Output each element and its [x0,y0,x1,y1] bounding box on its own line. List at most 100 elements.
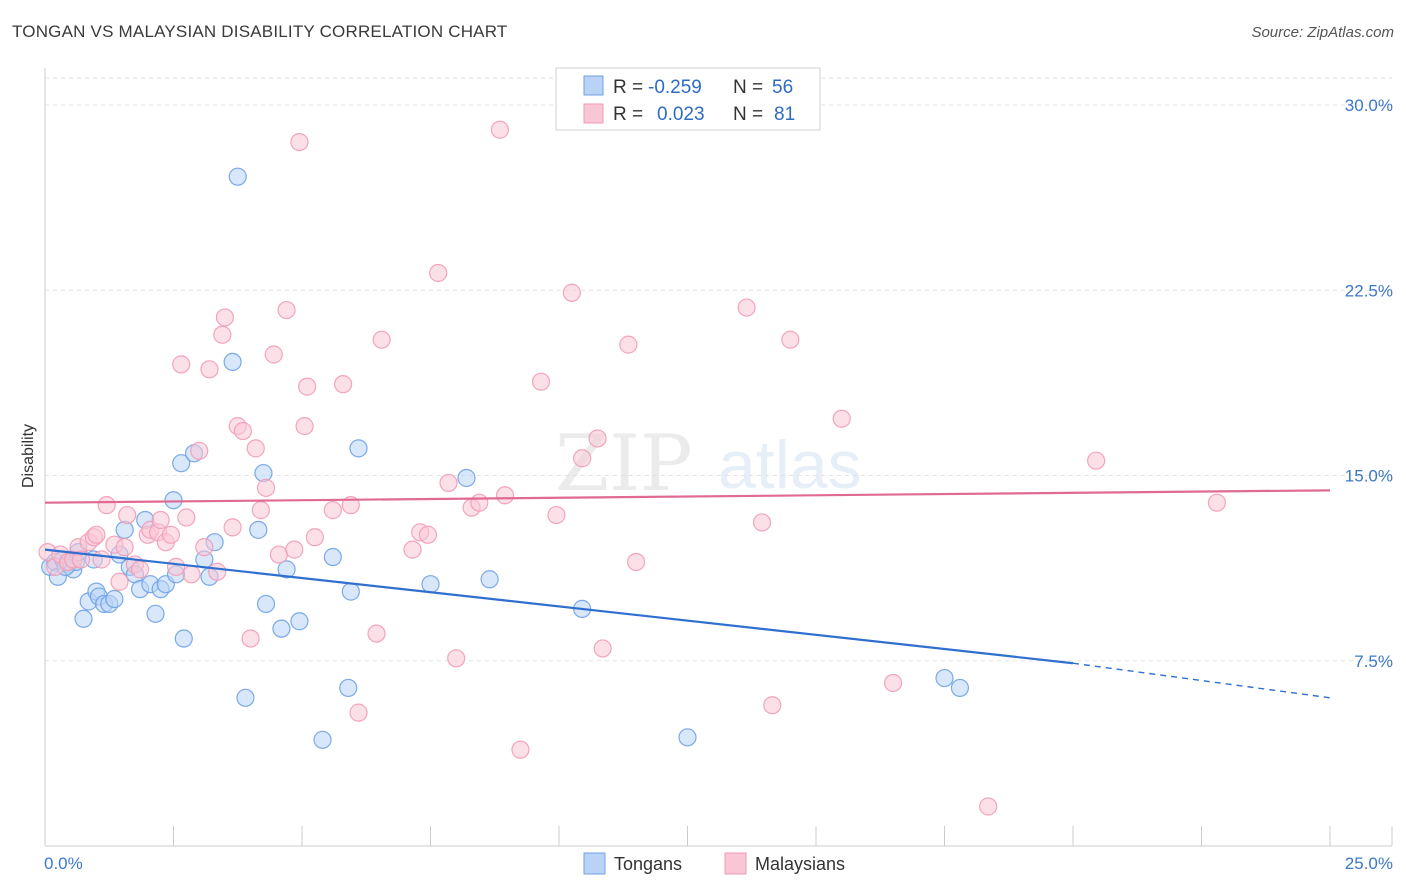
malaysian-point [71,550,91,569]
y-tick-label: 15.0% [1345,467,1393,486]
tongan-point [249,520,268,539]
malaysian-point [470,493,489,512]
tongan-point [349,439,368,458]
chart-title: TONGAN VS MALAYSIAN DISABILITY CORRELATI… [12,22,508,41]
malaysian-point [87,525,106,544]
malaysian-point [323,501,342,520]
malaysian-point [130,560,150,579]
malaysian-point [367,624,386,643]
x-tick-label-max: 25.0% [1345,854,1393,873]
malaysian-point [495,486,515,505]
legend-n-value-1: 81 [774,104,795,125]
y-tick-label: 7.5% [1354,652,1393,671]
y-tick-label: 22.5% [1345,281,1393,300]
legend-swatch-malaysians [583,103,604,124]
series-legend-swatch-malaysians [724,852,747,875]
malaysian-point [447,649,466,668]
malaysian-point [832,409,851,428]
tongan-point [115,520,134,539]
legend-n-label-0: N = [733,77,763,98]
malaysian-trend-line [44,489,1331,504]
legend-n-label-1: N = [733,104,763,125]
legend-r-label-1: R = [613,104,643,125]
malaysian-point [1207,493,1227,512]
malaysian-point [588,429,607,448]
malaysian-point [573,449,592,468]
tongan-point [290,612,309,631]
malaysian-point [233,421,252,441]
malaysian-point [883,673,903,693]
tongan-point [228,167,247,186]
y-axis-title: Disability [20,424,37,488]
malaysian-point [97,496,116,515]
malaysian-point [166,557,186,577]
malaysian-point [110,572,129,591]
malaysian-point [223,518,242,537]
malaysian-point [752,513,772,532]
malaysian-point [737,298,756,317]
malaysian-point [295,417,314,436]
tongan-trend-extension [1072,662,1331,699]
tongan-point [146,604,165,623]
legend-r-value-0: -0.259 [648,77,702,98]
y-tick-label: 30.0% [1345,96,1393,115]
tongan-point [172,454,191,473]
tongan-point [935,668,954,688]
malaysian-point [215,308,234,327]
malaysian-point [256,478,276,497]
malaysian-point [115,538,134,557]
malaysian-point [172,355,191,374]
tongan-point [277,560,296,579]
malaysian-point [200,360,219,379]
malaysian-point [195,538,214,557]
malaysian-point [349,703,368,722]
tongan-point [313,730,332,749]
tongan-point [256,594,276,614]
malaysian-point [593,639,612,658]
series-legend-swatch-tongans [583,852,606,875]
malaysian-point [290,132,309,152]
malaysian-point [298,377,317,396]
series-legend-label-tongans: Tongans [614,854,682,874]
malaysian-point [418,525,438,544]
malaysian-point [403,540,422,559]
malaysian-point [251,501,270,520]
legend-r-value-1: 0.023 [657,104,705,125]
tongan-point [74,609,93,628]
malaysian-point [511,740,530,759]
malaysian-point [277,300,296,320]
malaysian-point [208,562,227,581]
malaysian-point [439,473,458,493]
malaysian-point [626,552,646,572]
malaysian-point [182,565,201,584]
malaysian-point [562,283,581,302]
malaysian-point [490,120,509,139]
malaysian-point [92,550,111,569]
malaysian-point [264,345,283,364]
source-credit: Source: ZipAtlas.com [1251,24,1394,41]
x-tick-label-min: 0.0% [44,854,83,873]
tongan-point [457,468,476,488]
tongan-point [164,491,183,510]
malaysian-point [118,505,137,525]
tongan-point [236,688,255,707]
malaysian-point [429,263,448,283]
malaysian-point [213,325,232,344]
tongan-point [341,582,360,601]
tongan-point [339,678,358,698]
malaysian-point [763,696,782,715]
tongan-point [223,352,242,372]
malaysian-point [269,545,288,564]
malaysian-point [151,510,170,530]
tongan-point [950,678,970,698]
tongan-point [272,619,291,638]
tongan-point [105,589,124,609]
malaysian-point [285,540,304,559]
axes [44,68,1393,847]
malaysian-point [190,441,209,460]
tongan-point [480,570,499,589]
series-legend: Tongans Malaysians [583,852,845,875]
legend-swatch-tongans [583,75,604,96]
tongan-point [254,463,273,483]
tongan-point [174,629,193,648]
